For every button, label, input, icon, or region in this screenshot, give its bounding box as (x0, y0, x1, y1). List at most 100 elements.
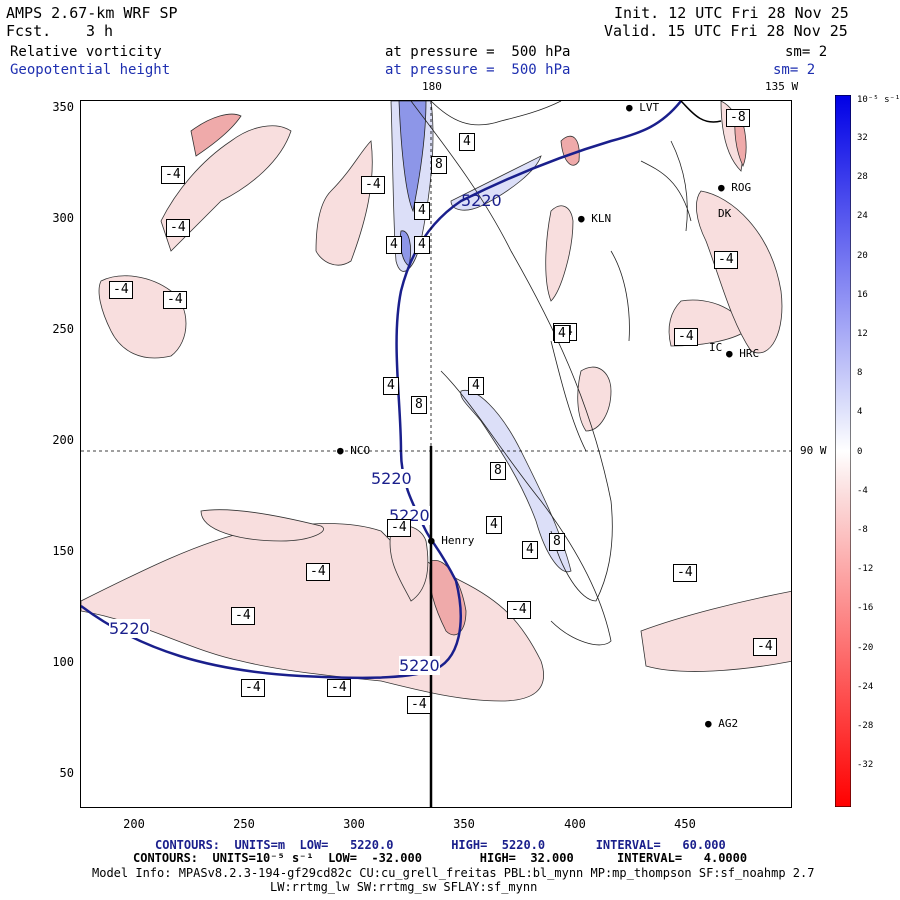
y-tick-label: 250 (52, 322, 74, 336)
height-label: 5220 (399, 656, 440, 675)
x-tick-label: 250 (233, 817, 255, 831)
vorticity-contour-label: -4 (507, 601, 531, 619)
vorticity-contour-label: 4 (383, 377, 399, 395)
vorticity-contour-label: -4 (714, 251, 738, 269)
station-rog: ● ROG (718, 181, 752, 194)
map-canvas (81, 101, 791, 807)
height-contour-5220 (81, 101, 682, 680)
field1-level: at pressure = 500 hPa (385, 44, 571, 60)
vorticity-contour-label: -4 (674, 328, 698, 346)
y-tick-label: 150 (52, 544, 74, 558)
station-henry: ● Henry (428, 534, 475, 547)
vorticity-contour-label: -4 (387, 519, 411, 537)
colorbar-tick-label: -20 (857, 642, 874, 653)
footer-contours-vorticity: CONTOURS: UNITS=10⁻⁵ s⁻¹ LOW= -32.000 HI… (133, 851, 748, 865)
height-label: 5220 (371, 469, 412, 488)
colorbar-tick-label: 16 (857, 289, 868, 300)
station-ic-label: IC (709, 341, 723, 354)
field2-level: at pressure = 500 hPa (385, 62, 571, 78)
lon-label-90w: 90 W (800, 444, 827, 457)
station-kln-label: KLN (591, 212, 612, 225)
station-nco: ● NCO (337, 444, 371, 457)
colorbar-tick-label: 0 (857, 446, 863, 457)
lon-label-135w: 135 W (765, 80, 799, 93)
vorticity-contour-label: 4 (554, 325, 570, 343)
valid-time: Valid. 15 UTC Fri 28 Nov 25 (604, 22, 848, 40)
field1-smoothing: sm= 2 (785, 44, 828, 60)
vorticity-contour-label: 8 (431, 156, 447, 174)
colorbar-tick-label: 20 (857, 250, 868, 261)
vorticity-contour-label: 4 (414, 236, 430, 254)
vorticity-contour-label: 8 (549, 533, 565, 551)
vorticity-contour-label: -4 (241, 679, 265, 697)
x-tick-label: 450 (674, 817, 696, 831)
vorticity-contour-label: -4 (327, 679, 351, 697)
colorbar-tick-label: -16 (857, 603, 874, 614)
colorbar-tick-label: -12 (857, 564, 874, 575)
vorticity-contours (410, 101, 692, 646)
field2-smoothing: sm= 2 (773, 62, 816, 78)
station-ic: IC (709, 341, 722, 354)
station-kln: ● KLN (578, 212, 612, 225)
vorticity-contour-label: -4 (361, 176, 385, 194)
station-dk-label: DK (718, 207, 732, 220)
footer-model-info-2: LW:rrtmg_lw SW:rrtmg_sw SFLAY:sf_mynn (270, 880, 538, 894)
footer-model-info: Model Info: MPASv8.2.3-194-gf29cd82c CU:… (92, 866, 815, 880)
vorticity-contour-label: -4 (161, 166, 185, 184)
station-nco-label: NCO (350, 444, 371, 457)
station-lvt-label: LVT (639, 101, 660, 114)
y-tick-label: 300 (52, 211, 74, 225)
coastline (680, 101, 722, 123)
x-tick-label: 200 (123, 817, 145, 831)
field1-name: Relative vorticity (10, 44, 162, 60)
vorticity-contour-label: -8 (726, 109, 750, 127)
colorbar-swatches (834, 94, 852, 808)
station-hrc: ● HRC (726, 347, 760, 360)
station-ag2: ● AG2 (705, 717, 739, 730)
vorticity-contour-label: 4 (522, 541, 538, 559)
colorbar-tick-label: -8 (857, 525, 868, 535)
vorticity-contour-label: 8 (411, 396, 427, 414)
field2-name: Geopotential height (10, 62, 171, 78)
y-tick-label: 100 (52, 655, 74, 669)
colorbar-tick-label: 24 (857, 211, 868, 222)
colorbar-tick-label: 28 (857, 172, 868, 183)
y-tick-label: 350 (52, 100, 74, 114)
vorticity-contour-label: -4 (306, 563, 330, 581)
negative-vorticity-strong (190, 110, 747, 636)
footer-contours-height: CONTOURS: UNITS=m LOW= 5220.0 HIGH= 5220… (155, 838, 726, 852)
colorbar-tick-label: -4 (857, 485, 868, 496)
positive-vorticity-strong (398, 101, 427, 267)
map-plot-area[interactable]: ● LVT ● KLN ● HRC ● NCO ● Henry ● AG2 ● … (80, 100, 792, 808)
colorbar-tick-label: 12 (857, 329, 868, 339)
lon-label-180: 180 (422, 80, 442, 93)
vorticity-contour-label: 8 (490, 462, 506, 480)
colorbar-tick-label: 4 (857, 407, 863, 418)
colorbar-tick-label: 32 (857, 133, 868, 143)
colorbar-tick-label: -24 (857, 681, 874, 692)
colorbar (834, 94, 852, 808)
vorticity-contour-label: -4 (407, 696, 431, 714)
vorticity-contour-label: -4 (673, 564, 697, 582)
height-label: 5220 (109, 619, 150, 638)
x-tick-label: 400 (564, 817, 586, 831)
x-tick-label: 350 (453, 817, 475, 831)
vorticity-contour-label: 4 (468, 377, 484, 395)
negative-vorticity-fill (81, 101, 791, 702)
station-hrc-label: HRC (739, 347, 760, 360)
vorticity-contour-label: 4 (486, 516, 502, 534)
x-tick-label: 300 (343, 817, 365, 831)
height-label: 5220 (461, 191, 502, 210)
y-tick-label: 50 (59, 766, 74, 780)
vorticity-contour-label: -4 (231, 607, 255, 625)
station-rog-label: ROG (731, 181, 752, 194)
colorbar-tick-label: -28 (857, 721, 874, 731)
vorticity-contour-label: -4 (163, 291, 187, 309)
station-henry-label: Henry (441, 534, 475, 547)
vorticity-contour-label: 4 (414, 202, 430, 220)
forecast-label: Fcst. (6, 22, 52, 40)
vorticity-contour-label: -4 (753, 638, 777, 656)
vorticity-contour-label: -4 (109, 281, 133, 299)
station-lvt: ● LVT (626, 101, 660, 114)
vorticity-contour-label: -4 (166, 219, 190, 237)
